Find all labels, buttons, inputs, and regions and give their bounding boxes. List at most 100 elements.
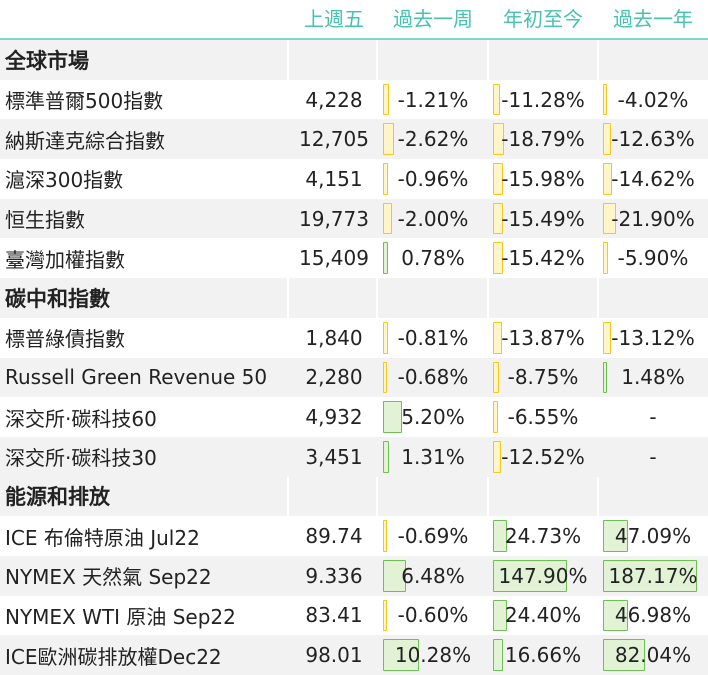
row-year-cell: 82.04% <box>598 635 708 675</box>
row-year-value: -12.63% <box>611 127 695 152</box>
row-last-value: 1,840 <box>305 325 363 350</box>
header-spacer <box>0 32 290 38</box>
data-bar <box>383 123 394 156</box>
row-ytd-value: 147.90% <box>498 563 588 588</box>
row-week-value: -0.69% <box>397 524 469 549</box>
row-year-value: -21.90% <box>611 206 695 231</box>
row-name: 標準普爾500指數 <box>5 89 164 114</box>
table-row: 深交所·碳科技30 3,451 1.31% -12.52% - <box>0 436 708 477</box>
row-year-value: 82.04% <box>614 643 692 668</box>
header-ytd: 年初至今 <box>503 7 583 31</box>
row-week-cell: -0.69% <box>378 516 488 556</box>
row-last-value: 4,932 <box>305 405 363 430</box>
header-past-week: 過去一周 <box>393 7 473 31</box>
data-bar <box>603 599 628 632</box>
row-name: 滬深300指數 <box>5 168 124 193</box>
row-name: 深交所·碳科技60 <box>5 406 157 431</box>
row-last-value: 89.74 <box>305 524 363 549</box>
data-bar <box>603 520 628 552</box>
row-last-value: 4,151 <box>305 166 363 191</box>
row-year-cell: 46.98% <box>598 596 708 636</box>
row-name: 臺灣加權指數 <box>5 247 125 272</box>
row-year-value: -13.12% <box>611 325 695 350</box>
row-ytd-value: -6.55% <box>507 405 579 430</box>
row-week-cell: -1.21% <box>378 80 488 120</box>
row-ytd-value: 16.66% <box>504 643 582 668</box>
row-week-cell: 10.28% <box>378 635 488 675</box>
row-ytd-cell: -18.79% <box>488 119 598 159</box>
data-bar <box>383 599 387 632</box>
section-header: 碳中和指數 <box>0 278 708 318</box>
row-last-value: 98.01 <box>305 643 363 668</box>
table-row: 恒生指數 19,773 -2.00% -15.49% -21.90% <box>0 198 708 239</box>
row-name: 恒生指數 <box>5 208 85 233</box>
row-week-cell: -0.60% <box>378 596 488 636</box>
section-spacer <box>597 278 708 318</box>
row-week-value: 1.31% <box>401 444 465 469</box>
row-week-value: -0.81% <box>397 325 469 350</box>
row-week-cell: 0.78% <box>378 238 488 278</box>
data-bar <box>383 440 389 473</box>
row-name: 標普綠債指數 <box>5 327 125 352</box>
row-year-cell: -12.63% <box>598 119 708 159</box>
section-spacer <box>286 278 376 318</box>
row-year-value: 187.17% <box>608 563 698 588</box>
row-week-cell: 6.48% <box>378 556 488 596</box>
row-year-cell: - <box>598 437 708 477</box>
row-ytd-cell: -15.42% <box>488 238 598 278</box>
row-week-cell: -0.81% <box>378 318 488 358</box>
row-ytd-cell: 24.40% <box>488 596 598 636</box>
row-week-value: -0.96% <box>397 166 469 191</box>
section-header: 能源和排放 <box>0 476 708 517</box>
row-year-cell: -4.02% <box>598 80 708 120</box>
row-year-value: 1.48% <box>621 365 685 390</box>
data-bar <box>603 361 607 394</box>
row-year-cell: -13.12% <box>598 318 708 358</box>
data-bar <box>383 559 406 592</box>
row-last-value: 12,705 <box>299 127 369 152</box>
row-ytd-cell: -6.55% <box>488 397 598 437</box>
data-bar <box>493 123 504 156</box>
table-row: ICE 布倫特原油 Jul22 89.74 -0.69% 24.73% 47.09% <box>0 516 708 556</box>
row-week-value: 0.78% <box>401 246 465 271</box>
row-name: ICE歐洲碳排放權Dec22 <box>5 644 222 669</box>
row-ytd-cell: 16.66% <box>488 635 598 675</box>
data-bar <box>493 361 499 394</box>
row-ytd-value: -15.49% <box>501 206 585 231</box>
row-ytd-value: -18.79% <box>501 127 585 152</box>
row-name: 深交所·碳科技30 <box>5 446 157 471</box>
row-week-cell: -0.68% <box>378 358 488 398</box>
data-bar <box>493 202 503 235</box>
data-bar <box>493 163 503 195</box>
row-week-cell: 5.20% <box>378 397 488 437</box>
row-ytd-value: -8.75% <box>507 365 579 390</box>
row-ytd-cell: -11.28% <box>488 80 598 120</box>
data-bar <box>603 202 616 235</box>
row-week-value: -0.68% <box>397 365 469 390</box>
row-last-value: 4,228 <box>305 87 363 112</box>
row-last-value: 3,451 <box>305 444 363 469</box>
section-spacer <box>286 476 376 517</box>
data-bar <box>493 321 502 354</box>
data-bar <box>493 83 500 116</box>
section-spacer <box>486 40 598 80</box>
table-header: 上週五 過去一周 年初至今 過去一年 <box>0 0 708 40</box>
row-ytd-cell: -15.49% <box>488 199 598 239</box>
row-ytd-value: -15.98% <box>501 166 585 191</box>
table-row: 標準普爾500指數 4,228 -1.21% -11.28% -4.02% <box>0 80 708 120</box>
row-year-value: 46.98% <box>614 603 692 628</box>
data-bar <box>603 639 645 671</box>
section-spacer <box>597 476 708 517</box>
row-week-value: 10.28% <box>394 643 472 668</box>
row-ytd-value: -11.28% <box>501 87 585 112</box>
data-bar <box>383 163 388 195</box>
row-ytd-value: -15.42% <box>501 246 585 271</box>
row-week-cell: -2.00% <box>378 199 488 239</box>
row-ytd-cell: -12.52% <box>488 437 598 477</box>
row-last-value: 19,773 <box>299 206 369 231</box>
row-week-value: -2.00% <box>397 206 469 231</box>
section-spacer <box>375 278 487 318</box>
row-name: ICE 布倫特原油 Jul22 <box>5 525 200 550</box>
row-week-value: 5.20% <box>401 405 465 430</box>
